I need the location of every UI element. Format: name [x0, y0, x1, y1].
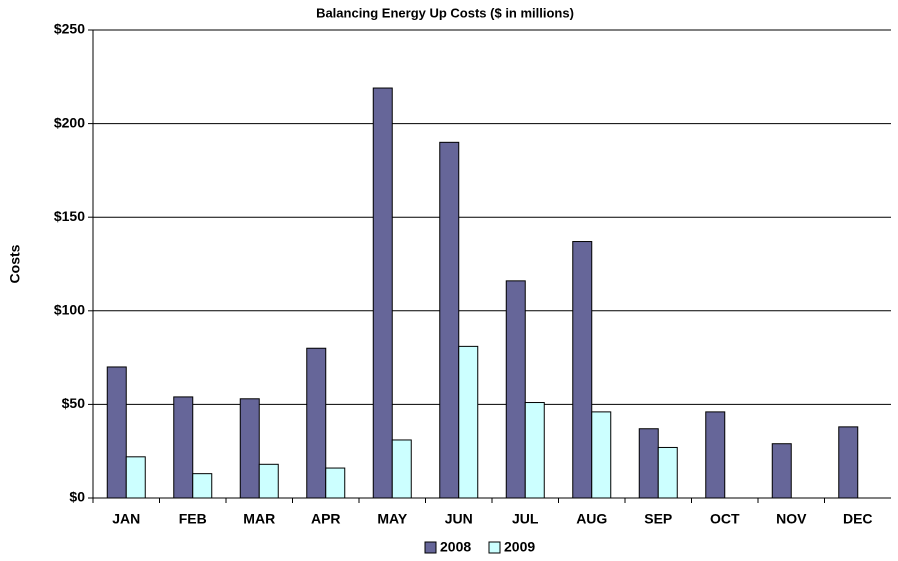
x-tick-label: JUL: [512, 511, 539, 527]
x-tick-label: SEP: [644, 511, 672, 527]
y-tick-label: $250: [54, 21, 85, 37]
chart-title: Balancing Energy Up Costs ($ in millions…: [316, 5, 574, 20]
bar: [524, 402, 545, 499]
bar: [439, 141, 460, 499]
y-tick-label: $150: [54, 208, 85, 224]
legend-swatch: [424, 541, 437, 554]
x-tick-label: JAN: [112, 511, 140, 527]
x-tick-label: FEB: [179, 511, 207, 527]
bar: [838, 426, 859, 499]
bar: [572, 241, 593, 499]
bar: [125, 456, 146, 499]
x-tick-label: MAY: [377, 511, 407, 527]
x-tick-label: DEC: [843, 511, 873, 527]
bar: [657, 446, 678, 499]
bar: [771, 443, 792, 499]
bar: [306, 347, 327, 499]
x-tick-label: NOV: [776, 511, 807, 527]
bar: [505, 280, 526, 499]
bar: [239, 398, 260, 499]
bar: [173, 396, 194, 499]
bar: [705, 411, 726, 499]
bar: [391, 439, 412, 499]
bar: [591, 411, 612, 499]
bar: [106, 366, 127, 499]
legend-label: 2009: [504, 539, 535, 555]
x-tick-label: OCT: [710, 511, 740, 527]
legend-label: 2008: [440, 539, 471, 555]
y-tick-label: $0: [69, 489, 85, 505]
bar: [638, 428, 659, 499]
bar: [258, 463, 279, 499]
x-tick-label: AUG: [576, 511, 607, 527]
y-tick-label: $100: [54, 302, 85, 318]
y-tick-label: $200: [54, 114, 85, 130]
bar: [372, 87, 393, 499]
bar: [458, 345, 479, 499]
bar: [325, 467, 346, 499]
x-tick-label: MAR: [243, 511, 275, 527]
bar: [192, 473, 213, 499]
y-tick-label: $50: [62, 395, 86, 411]
x-tick-label: APR: [311, 511, 341, 527]
legend-swatch: [488, 541, 501, 554]
y-axis-label: Costs: [7, 244, 23, 283]
x-tick-label: JUN: [445, 511, 473, 527]
